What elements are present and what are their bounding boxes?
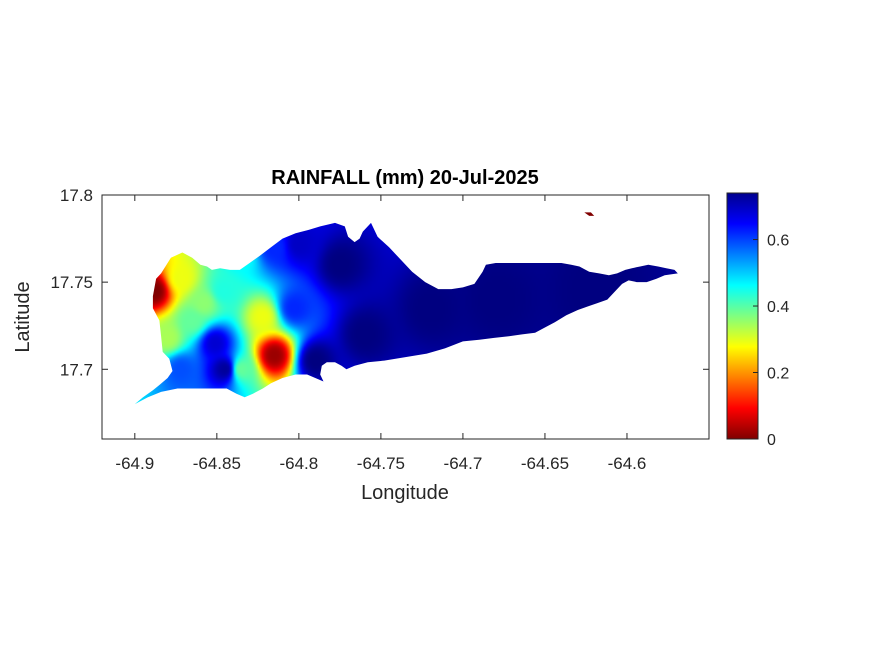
colorbar-tick-label: 0: [767, 432, 776, 449]
colorbar-gradient: [726, 192, 759, 440]
axes-box: [101, 194, 710, 440]
y-axis-label: Latitude: [12, 281, 34, 352]
y-tick-label: 17.75: [50, 273, 93, 292]
colorbar-tick-label: 0.4: [767, 299, 789, 316]
x-tick-label: -64.6: [608, 454, 647, 473]
y-tick-label: 17.7: [60, 360, 93, 379]
rainfall-heatmap: [134, 222, 678, 405]
y-tick-label: 17.8: [60, 186, 93, 205]
colorbar: 0 0.2 0.4 0.6: [726, 192, 789, 449]
outlying-islet: [584, 212, 595, 216]
colorbar-ticks: 0 0.2 0.4 0.6: [753, 233, 789, 449]
colorbar-tick-label: 0.6: [767, 233, 789, 250]
x-tick-label: -64.9: [115, 454, 154, 473]
plot-area: -64.9 -64.85 -64.8 -64.75 -64.7 -64.65 -64.6 1…: [50, 186, 710, 473]
x-tick-label: -64.85: [193, 454, 241, 473]
x-tick-label: -64.7: [444, 454, 483, 473]
x-axis: -64.9 -64.85 -64.8 -64.75 -64.7 -64.65 -64.6: [115, 195, 646, 473]
x-tick-label: -64.65: [521, 454, 569, 473]
chart-title: RAINFALL (mm) 20-Jul-2025: [271, 167, 538, 189]
x-tick-label: -64.8: [279, 454, 318, 473]
colorbar-tick-label: 0.2: [767, 366, 789, 383]
y-axis: 17.7 17.75 17.8: [50, 186, 709, 379]
x-axis-label: Longitude: [361, 482, 449, 504]
x-tick-label: -64.75: [357, 454, 405, 473]
